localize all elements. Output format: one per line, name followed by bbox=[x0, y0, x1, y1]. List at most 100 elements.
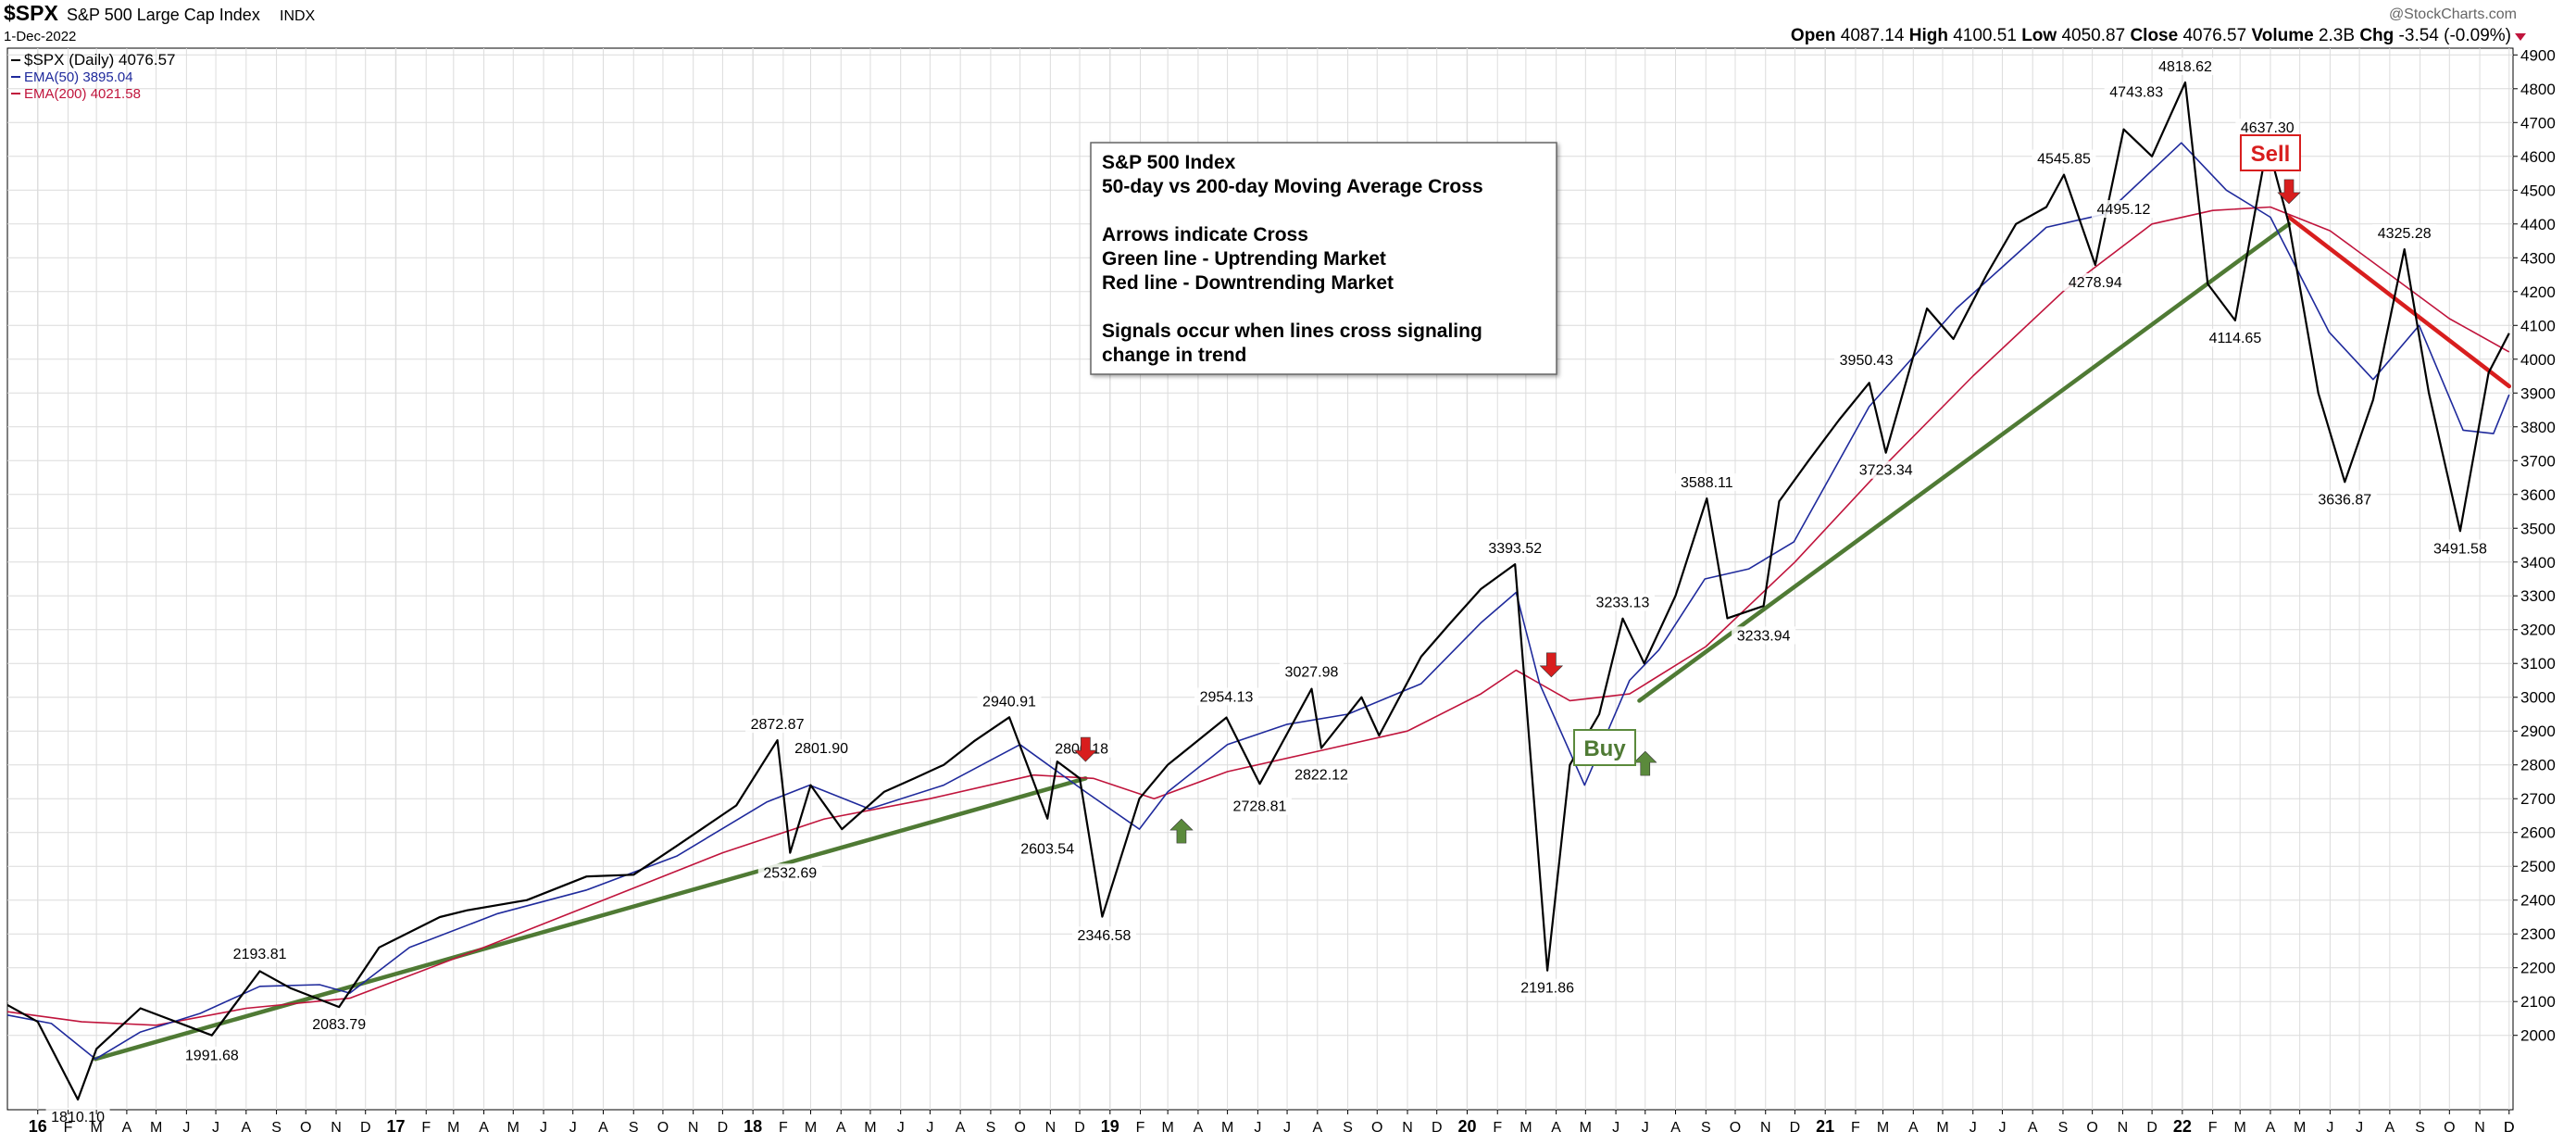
x-tick-label: M bbox=[1221, 1120, 1233, 1136]
x-tick-label: M bbox=[2294, 1120, 2306, 1136]
ohlc-readout: Open 4087.14 High 4100.51 Low 4050.87 Cl… bbox=[1791, 26, 2511, 45]
x-tick-label: A bbox=[2385, 1120, 2395, 1136]
x-tick-label: D bbox=[1432, 1120, 1443, 1136]
x-tick-label: A bbox=[241, 1120, 251, 1136]
price-label-text: 2193.81 bbox=[233, 947, 287, 962]
price-label-bg bbox=[2032, 149, 2096, 168]
x-tick-label: S bbox=[1701, 1120, 1711, 1136]
trend-line-downtrend-2022 bbox=[2286, 215, 2512, 389]
trend-line-uptrend-2020 bbox=[1637, 221, 2292, 703]
annotation-line: Red line - Downtrending Market bbox=[1102, 272, 1394, 294]
exchange: INDX bbox=[280, 8, 316, 24]
x-tick-label: A bbox=[956, 1120, 966, 1136]
price-label: 4495.12 bbox=[2091, 200, 2156, 219]
price-label-bg bbox=[2312, 490, 2377, 509]
price-label: 2346.58 bbox=[1071, 926, 1136, 945]
x-tick-label: N bbox=[1760, 1120, 1771, 1136]
x-tick-label: F bbox=[421, 1120, 431, 1136]
price-label-text: 3233.13 bbox=[1596, 596, 1650, 611]
trend-layer bbox=[93, 215, 2512, 1062]
x-tick-label: O bbox=[1730, 1120, 1741, 1136]
y-tick-label: 4800 bbox=[2520, 81, 2556, 98]
x-tick-label: M bbox=[805, 1120, 817, 1136]
price-label-text: 4743.83 bbox=[2109, 84, 2163, 100]
x-tick-label: F bbox=[1136, 1120, 1145, 1136]
x-tick-label: 20 bbox=[1457, 1117, 1476, 1136]
y-tick-label: 4700 bbox=[2520, 114, 2556, 132]
y-axis: 2000 2100 2200 2300 2400 2500 2600 2700 2800 2900… bbox=[2513, 46, 2556, 1045]
annotation-box: S&P 500 Index 50-day vs 200-day Moving Av… bbox=[1090, 142, 1557, 375]
price-label-bg bbox=[1482, 539, 1547, 558]
price-label-text: 3950.43 bbox=[1840, 353, 1894, 369]
y-tick-label: 2500 bbox=[2520, 858, 2556, 875]
price-label-bg bbox=[2428, 539, 2493, 558]
price-label-text: 1810.10 bbox=[51, 1110, 105, 1125]
x-tick-label: M bbox=[1580, 1120, 1592, 1136]
x-tick-label: O bbox=[1371, 1120, 1382, 1136]
price-label: 3723.34 bbox=[1854, 460, 1919, 479]
x-tick-label: S bbox=[986, 1120, 996, 1136]
x-tick-label: A bbox=[1908, 1120, 1919, 1136]
x-tick-label: F bbox=[1851, 1120, 1860, 1136]
y-tick-label: 3300 bbox=[2520, 587, 2556, 605]
x-tick-label: A bbox=[1670, 1120, 1681, 1136]
price-label-bg bbox=[2372, 224, 2437, 243]
x-tick-label: M bbox=[447, 1120, 459, 1136]
y-tick-label: 2300 bbox=[2520, 925, 2556, 943]
price-label-bg bbox=[1289, 765, 1354, 784]
x-tick-label: N bbox=[2474, 1120, 2485, 1136]
labels-layer: 1810.10 1991.68 2193.81 2083.79 2872.87 2801.… bbox=[45, 57, 2493, 1126]
x-tick-label: M bbox=[1519, 1120, 1532, 1136]
x-tick-label: 19 bbox=[1101, 1117, 1119, 1136]
x-tick-label: A bbox=[2266, 1120, 2276, 1136]
y-tick-label: 4100 bbox=[2520, 317, 2556, 334]
x-tick-label: J bbox=[569, 1120, 577, 1136]
x-tick-label: S bbox=[2058, 1120, 2069, 1136]
x-tick-label: O bbox=[1014, 1120, 1025, 1136]
price-label: 4278.94 bbox=[2063, 272, 2128, 291]
series-line-ema50 bbox=[6, 142, 2510, 1061]
price-label-text: 4545.85 bbox=[2037, 152, 2091, 168]
series-line-price bbox=[6, 81, 2510, 1101]
price-label-bg bbox=[1227, 797, 1292, 815]
x-tick-label: A bbox=[1312, 1120, 1322, 1136]
x-tick-label: A bbox=[479, 1120, 489, 1136]
price-label-text: 3636.87 bbox=[2318, 492, 2371, 508]
arrow-down-icon bbox=[1539, 652, 1564, 678]
x-tick-label: D bbox=[2504, 1120, 2515, 1136]
y-tick-label: 4000 bbox=[2520, 351, 2556, 369]
x-tick-label: M bbox=[150, 1120, 162, 1136]
x-tick-label: J bbox=[1998, 1120, 2006, 1136]
x-tick-label: N bbox=[688, 1120, 699, 1136]
price-label-text: 2083.79 bbox=[312, 1017, 366, 1033]
x-tick-label: S bbox=[629, 1120, 639, 1136]
price-label-text: 4818.62 bbox=[2158, 59, 2212, 75]
x-tick-label: D bbox=[2146, 1120, 2157, 1136]
price-label-bg bbox=[1515, 978, 1580, 997]
x-tick-label: D bbox=[2504, 1120, 2515, 1136]
x-tick-label: N bbox=[1045, 1120, 1057, 1136]
y-tick-label: 2700 bbox=[2520, 790, 2556, 808]
price-label-bg bbox=[977, 692, 1042, 710]
price-label-bg bbox=[2153, 57, 2218, 76]
y-tick-label: 3000 bbox=[2520, 689, 2556, 707]
annotation-line: change in trend bbox=[1102, 345, 1246, 366]
x-tick-label: S bbox=[271, 1120, 281, 1136]
watermark: @StockCharts.com bbox=[2389, 6, 2517, 22]
price-label-text: 3491.58 bbox=[2433, 541, 2487, 557]
annotation-line: Arrows indicate Cross bbox=[1102, 224, 1308, 245]
price-label-bg bbox=[1732, 626, 1796, 645]
buy-label: Buy bbox=[1583, 736, 1626, 761]
price-label: 3491.58 bbox=[2428, 539, 2493, 558]
x-tick-label: A bbox=[598, 1120, 608, 1136]
price-label: 4545.85 bbox=[2032, 149, 2096, 168]
x-tick-label: J bbox=[1970, 1120, 1977, 1136]
y-tick-label: 3100 bbox=[2520, 655, 2556, 673]
chart-date: 1-Dec-2022 bbox=[4, 29, 76, 44]
price-label: 3393.52 bbox=[1482, 539, 1547, 558]
price-label: 4818.62 bbox=[2153, 57, 2218, 76]
y-tick-label: 3400 bbox=[2520, 554, 2556, 572]
x-tick-label: A bbox=[1551, 1120, 1561, 1136]
price-label-bg bbox=[1279, 662, 1344, 681]
